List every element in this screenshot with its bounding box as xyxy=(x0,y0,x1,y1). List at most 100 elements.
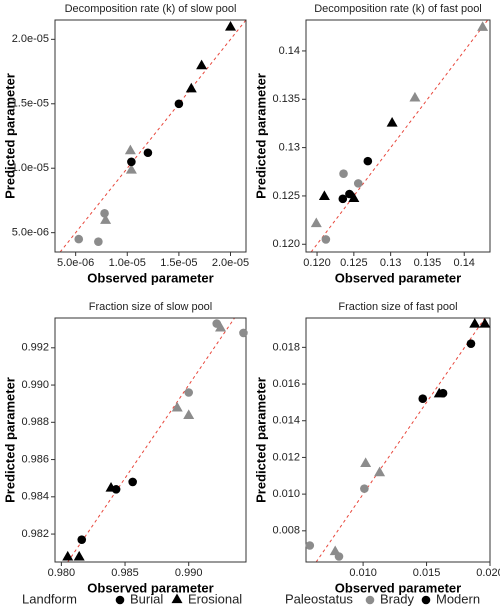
x-tick-label: 0.125 xyxy=(340,257,368,269)
point xyxy=(310,217,322,228)
point xyxy=(125,164,137,174)
x-tick-label: 2.0e-05 xyxy=(212,257,249,269)
point xyxy=(94,237,103,246)
identity-line xyxy=(59,20,246,252)
y-tick-label: 1.5e-05 xyxy=(12,98,49,110)
legend-marker xyxy=(171,593,183,604)
legend-label: Burial xyxy=(130,591,163,606)
point xyxy=(143,148,153,158)
x-tick-label: 0.120 xyxy=(303,257,331,269)
point xyxy=(184,388,193,397)
point xyxy=(124,144,136,155)
y-tick-label: 0.010 xyxy=(272,488,300,500)
point xyxy=(339,169,348,178)
y-axis-title: Predicted parameter xyxy=(253,377,268,503)
legend-marker xyxy=(365,595,375,605)
y-tick-label: 0.13 xyxy=(279,142,300,154)
legend-title: Paleostatus xyxy=(285,591,353,606)
y-tick-label: 0.120 xyxy=(272,238,300,250)
chart-title: Fraction size of slow pool xyxy=(89,301,213,313)
chart-title: Fraction size of fast pool xyxy=(338,301,457,313)
legend-label: Erosional xyxy=(188,591,242,606)
point xyxy=(185,82,197,93)
x-tick-label: 0.980 xyxy=(48,567,76,579)
x-tick-label: 0.990 xyxy=(175,567,203,579)
x-tick-label: 0.015 xyxy=(413,567,441,579)
x-tick-label: 0.14 xyxy=(454,257,475,269)
y-tick-label: 0.008 xyxy=(272,525,300,537)
y-tick-label: 0.125 xyxy=(272,190,300,202)
y-tick-label: 0.982 xyxy=(21,528,49,540)
x-tick-label: 0.020 xyxy=(476,567,500,579)
point xyxy=(477,21,489,31)
point xyxy=(338,194,348,204)
plot-frame xyxy=(54,19,247,253)
y-tick-label: 0.992 xyxy=(21,342,49,354)
point xyxy=(305,541,315,550)
point xyxy=(318,190,330,201)
point xyxy=(479,318,491,328)
point xyxy=(353,179,363,188)
y-tick-label: 2.0e-05 xyxy=(12,33,49,45)
point xyxy=(111,485,121,494)
x-tick-label: 0.135 xyxy=(414,257,442,269)
y-tick-label: 0.018 xyxy=(272,341,300,353)
chart-title: Decomposition rate (k) of fast pool xyxy=(314,3,482,15)
point xyxy=(174,99,184,109)
point xyxy=(73,550,85,561)
plot-frame xyxy=(305,317,491,563)
y-axis-title: Predicted parameter xyxy=(253,73,268,199)
x-tick-label: 5.0e-06 xyxy=(57,257,94,269)
identity-line xyxy=(310,20,489,252)
point xyxy=(374,466,386,477)
chart-title: Decomposition rate (k) of slow pool xyxy=(65,3,237,15)
point xyxy=(438,388,448,398)
y-tick-label: 0.135 xyxy=(272,93,300,105)
point xyxy=(62,550,74,561)
y-tick-label: 0.990 xyxy=(21,379,49,391)
point xyxy=(239,328,248,338)
point xyxy=(183,409,195,419)
x-tick-label: 1.5e-05 xyxy=(160,257,197,269)
point xyxy=(334,552,344,561)
point xyxy=(100,214,112,224)
plot-frame xyxy=(54,317,247,563)
y-tick-label: 0.988 xyxy=(21,416,49,428)
y-tick-label: 1.0e-05 xyxy=(12,162,49,174)
point xyxy=(225,20,237,31)
x-axis-title: Observed parameter xyxy=(87,580,213,595)
y-tick-label: 0.14 xyxy=(279,45,300,57)
y-tick-label: 0.014 xyxy=(272,415,300,427)
point xyxy=(321,235,331,244)
point xyxy=(418,394,428,404)
legend-marker xyxy=(421,595,431,605)
legend-label: Brady xyxy=(380,591,414,606)
x-tick-label: 0.985 xyxy=(111,567,139,579)
point xyxy=(215,321,227,332)
y-tick-label: 0.012 xyxy=(272,451,300,463)
x-tick-label: 1.0e-05 xyxy=(109,257,146,269)
point xyxy=(360,484,369,493)
plot-frame xyxy=(305,19,491,253)
legend-label: Modern xyxy=(436,591,480,606)
x-tick-label: 0.13 xyxy=(380,257,401,269)
x-axis-title: Observed parameter xyxy=(335,270,461,285)
y-axis-title: Predicted parameter xyxy=(2,377,17,503)
x-axis-title: Observed parameter xyxy=(87,270,213,285)
legend-marker xyxy=(115,595,125,605)
point xyxy=(348,192,360,202)
point xyxy=(386,116,398,127)
point xyxy=(100,209,109,218)
point xyxy=(77,535,87,544)
y-tick-label: 0.986 xyxy=(21,453,49,465)
point xyxy=(345,189,354,199)
y-tick-label: 0.984 xyxy=(21,491,49,503)
point xyxy=(196,59,208,70)
point xyxy=(74,234,84,244)
point xyxy=(409,91,421,102)
y-axis-title: Predicted parameter xyxy=(2,73,17,199)
point xyxy=(128,477,137,487)
legend-title: Landform xyxy=(22,591,77,606)
y-tick-label: 5.0e-06 xyxy=(12,227,49,239)
